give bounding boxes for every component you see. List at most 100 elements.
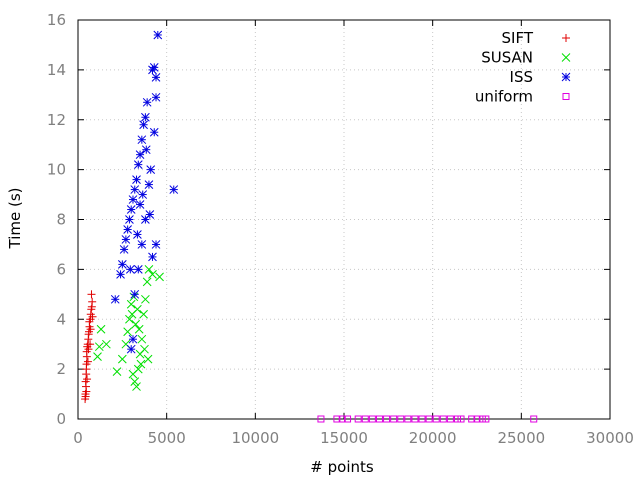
iss-point: [133, 265, 143, 274]
iss-point: [130, 185, 140, 194]
uniform-point: [344, 415, 352, 423]
iss-point: [133, 230, 142, 239]
y-tick-label: 4: [56, 310, 66, 328]
susan-point: [94, 342, 104, 352]
susan-point: [143, 354, 153, 364]
susan-point: [140, 344, 149, 354]
axes: 0 5000 10000 15000 20000 25000 30000 0 2 4 6 8 10 12 1…: [47, 11, 634, 447]
y-axis-title: Time (s): [6, 188, 24, 250]
iss-point: [153, 30, 163, 40]
iss-point: [144, 180, 154, 189]
iss-point: [169, 185, 179, 194]
susan-point: [96, 324, 106, 334]
iss-point: [110, 294, 120, 304]
uniform-point: [478, 415, 486, 423]
iss-point: [151, 73, 161, 82]
x-tick-label: 5000: [148, 429, 186, 447]
iss-point: [135, 150, 145, 160]
uniform-point: [439, 415, 447, 423]
susan-point: [131, 319, 140, 329]
susan-point: [134, 324, 144, 334]
uniform-point: [453, 415, 461, 423]
uniform-point: [375, 415, 383, 423]
uniform-point: [368, 415, 376, 423]
iss-point: [142, 97, 152, 107]
sift-point: [84, 345, 93, 354]
iss-point: [141, 112, 150, 122]
iss-point: [138, 190, 148, 199]
sift-point: [88, 297, 97, 306]
iss-point: [146, 165, 156, 174]
sift-point: [86, 340, 95, 349]
iss-point: [126, 205, 136, 214]
iss-point: [151, 92, 161, 102]
uniform-point: [354, 415, 362, 423]
uniform-point: [457, 415, 465, 423]
legend-marker-uniform: [562, 93, 570, 100]
sift-point: [83, 375, 92, 384]
iss-point: [125, 265, 135, 274]
uniform-point: [338, 415, 346, 423]
uniform-point: [530, 415, 538, 423]
iss-point: [139, 120, 148, 130]
legend-label-sift: SIFT: [502, 29, 534, 47]
uniform-point: [361, 415, 369, 423]
susan-point: [142, 277, 152, 287]
x-tick-label: 20000: [409, 429, 457, 447]
iss-point: [116, 270, 125, 279]
susan-point: [136, 359, 146, 369]
uniform-point: [432, 415, 440, 423]
data-points: [81, 30, 538, 423]
iss-point: [128, 195, 138, 204]
iss-point: [121, 235, 131, 244]
uniform-point: [425, 415, 433, 423]
iss-point: [117, 260, 127, 269]
susan-point: [130, 377, 140, 386]
x-tick-label: 30000: [586, 429, 634, 447]
legend-label-iss: ISS: [510, 68, 533, 86]
x-tick-label: 25000: [497, 429, 545, 447]
iss-point: [123, 225, 133, 234]
susan-point: [144, 265, 154, 274]
iss-point: [137, 135, 147, 145]
susan-point: [141, 294, 150, 304]
y-tick-label: 6: [56, 260, 66, 278]
x-axis-title: # points: [310, 458, 374, 476]
susan-point: [133, 304, 142, 314]
legend-label-susan: SUSAN: [481, 49, 533, 67]
susan-point: [93, 352, 102, 362]
legend-label-uniform: uniform: [475, 88, 533, 106]
sift-point: [82, 387, 91, 396]
iss-point: [125, 215, 134, 224]
iss-point: [151, 240, 161, 249]
uniform-point: [468, 415, 476, 423]
susan-point: [137, 334, 147, 344]
iss-point: [149, 63, 159, 72]
iss-point: [128, 334, 138, 344]
susan-point: [123, 327, 133, 337]
y-tick-label: 16: [47, 11, 66, 29]
uniform-point: [390, 415, 398, 423]
uniform-point: [482, 415, 490, 423]
uniform-point: [411, 415, 419, 423]
sift-point: [81, 392, 90, 401]
susan-point: [117, 354, 127, 364]
y-tick-label: 0: [56, 410, 66, 428]
susan-point: [132, 382, 141, 391]
iss-point: [126, 344, 136, 354]
y-tick-label: 12: [47, 111, 66, 129]
susan-point: [112, 367, 122, 376]
y-tick-label: 8: [56, 211, 66, 229]
uniform-point: [317, 415, 325, 423]
iss-point: [137, 240, 147, 249]
sift-point: [83, 357, 92, 366]
sift-point: [86, 325, 95, 334]
uniform-point: [397, 415, 405, 423]
iss-point: [148, 252, 157, 262]
grid: [78, 20, 610, 419]
uniform-point: [333, 415, 341, 423]
y-tick-label: 10: [47, 161, 66, 179]
iss-point: [133, 160, 143, 169]
